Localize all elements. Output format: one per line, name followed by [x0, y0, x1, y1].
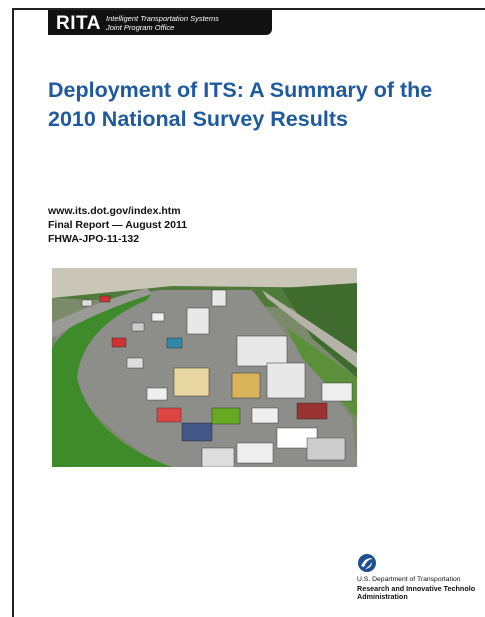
program-name: Intelligent Transportation Systems Joint… — [106, 14, 219, 32]
dot-logo — [357, 553, 377, 573]
report-meta: www.its.dot.gov/index.htm Final Report —… — [48, 204, 187, 246]
meta-line: www.its.dot.gov/index.htm — [48, 204, 187, 218]
page: {"header": {"org": "RITA", "program": ["… — [0, 0, 485, 617]
title-line: Deployment of ITS: A Summary of the — [48, 76, 468, 105]
meta-line: FHWA-JPO-11-132 — [48, 232, 187, 246]
cover-photo — [52, 268, 357, 467]
report-title: Deployment of ITS: A Summary of the 2010… — [48, 76, 468, 134]
administration-line: Administration — [357, 593, 475, 602]
title-line: 2010 National Survey Results — [48, 105, 468, 134]
program-line: Intelligent Transportation Systems — [106, 14, 219, 23]
header-banner: RITA Intelligent Transportation Systems … — [48, 10, 272, 35]
meta-line: Final Report — August 2011 — [48, 218, 187, 232]
frame-line — [12, 8, 14, 617]
program-line: Joint Program Office — [106, 23, 219, 32]
org-name: RITA — [56, 13, 101, 35]
dot-text: U.S. Department of Transportation Resear… — [357, 576, 475, 602]
